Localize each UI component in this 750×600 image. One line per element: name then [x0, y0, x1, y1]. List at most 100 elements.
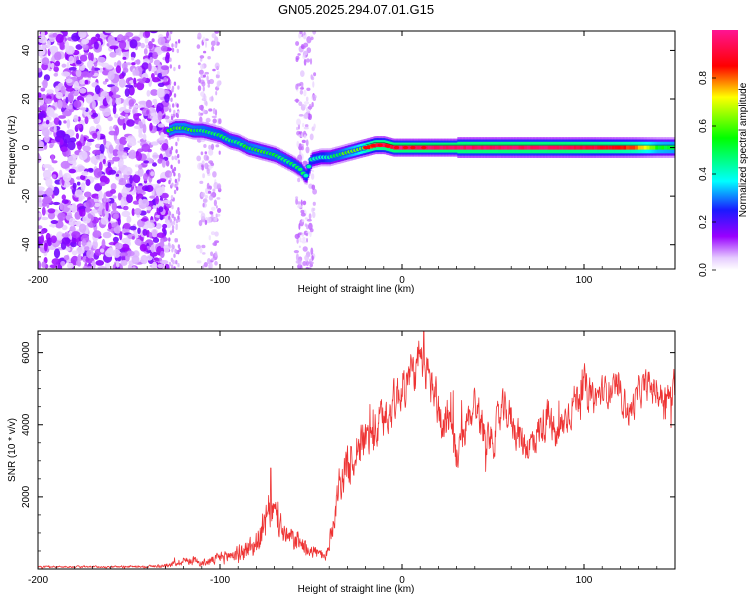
- colorbar: 0.0 0.2 0.4 0.6 0.8 Normalized spectral ampl…: [698, 30, 749, 277]
- noise-blob: [44, 98, 52, 104]
- noise-blob: [102, 158, 106, 165]
- ridge-core-segment: [550, 145, 554, 150]
- sparse-band-blob: [312, 207, 316, 212]
- noise-blob: [152, 154, 162, 158]
- noise-blob: [92, 240, 98, 250]
- noise-blob: [171, 244, 174, 249]
- noise-blob: [117, 192, 122, 201]
- noise-blob: [168, 104, 171, 109]
- noise-blob: [130, 51, 136, 59]
- snr-series-line: [38, 331, 675, 569]
- ridge-core-segment: [661, 145, 665, 150]
- noise-blob: [38, 97, 45, 106]
- noise-blob: [76, 181, 81, 186]
- noise-blob: [172, 197, 175, 202]
- noise-blob: [155, 223, 162, 230]
- noise-blob: [95, 154, 101, 160]
- noise-blob: [42, 79, 48, 89]
- noise-blob: [61, 71, 71, 77]
- noise-blob: [134, 208, 142, 215]
- noise-blob: [61, 63, 67, 68]
- noise-blob: [149, 56, 154, 64]
- snr-x-axis: -200 -100 0 100: [28, 331, 658, 586]
- noise-blob: [109, 51, 117, 58]
- colorbar-ticks: 0.0 0.2 0.4 0.6 0.8: [698, 71, 716, 277]
- noise-blob: [47, 166, 55, 172]
- sparse-band-blob: [311, 184, 316, 190]
- sparse-band-blob: [312, 188, 317, 195]
- noise-blob: [165, 54, 170, 64]
- noise-blob: [149, 219, 155, 223]
- noise-blob: [92, 132, 98, 139]
- noise-blob: [65, 87, 74, 92]
- noise-blob: [44, 242, 48, 252]
- noise-blob: [128, 140, 137, 147]
- noise-blob: [170, 257, 174, 263]
- ridge-core-segment: [605, 145, 609, 150]
- noise-blob: [65, 211, 73, 221]
- ridge-peak-spot: [384, 144, 390, 148]
- noise-blob: [138, 100, 148, 105]
- noise-blob: [55, 91, 63, 100]
- noise-blob: [164, 93, 170, 103]
- noise-blob: [89, 198, 94, 202]
- sparse-band-blob: [205, 40, 207, 48]
- noise-blob: [160, 239, 165, 248]
- noise-blob: [126, 194, 133, 204]
- noise-blob: [38, 225, 43, 230]
- sparse-band-blob: [295, 83, 299, 90]
- ridge-core-segment: [445, 145, 449, 150]
- sparse-band-blob: [199, 247, 203, 254]
- ridge-core-segment: [431, 145, 435, 150]
- sparse-band-blob: [300, 146, 304, 151]
- ridge-core-segment: [649, 145, 653, 150]
- noise-blob: [126, 215, 132, 224]
- noise-blob: [120, 259, 128, 266]
- colorbar-tick-label: 0.2: [698, 215, 709, 229]
- noise-blob: [162, 223, 168, 229]
- noise-blob: [80, 182, 86, 192]
- noise-blob: [41, 127, 50, 137]
- sparse-band-blob: [199, 116, 203, 123]
- noise-blob: [118, 181, 128, 186]
- sparse-band-blob: [306, 36, 312, 44]
- noise-blob: [81, 239, 87, 247]
- sparse-band-blob: [200, 164, 204, 168]
- sparse-band-blob: [205, 100, 208, 107]
- noise-blob: [157, 36, 166, 46]
- noise-blob: [82, 266, 88, 269]
- sparse-band-blob: [311, 102, 314, 108]
- colorbar-label: Normalized spectral amplitude: [738, 82, 749, 217]
- noise-blob: [38, 153, 41, 163]
- noise-blob: [118, 143, 124, 152]
- noise-blob: [131, 62, 136, 66]
- noise-blob: [63, 120, 67, 124]
- sparse-band-blob: [310, 173, 315, 180]
- sparse-band-blob: [311, 255, 314, 261]
- sparse-band-blob: [309, 58, 313, 65]
- ridge-peak-spot: [393, 145, 400, 150]
- sparse-band-blob: [311, 170, 315, 173]
- noise-blob: [129, 175, 134, 184]
- sparse-band-blob: [204, 151, 208, 155]
- noise-blob: [59, 169, 63, 177]
- ridge-core-segment: [399, 145, 403, 150]
- noise-blob: [92, 149, 102, 155]
- colorbar-tick-label: 0.0: [698, 263, 709, 277]
- noise-blob: [52, 174, 57, 179]
- sparse-band-blob: [300, 212, 306, 217]
- sparse-band-blob: [306, 87, 311, 92]
- noise-blob: [173, 172, 176, 177]
- noise-blob: [177, 211, 181, 216]
- noise-blob: [51, 258, 61, 265]
- ridge-core-segment: [664, 145, 668, 150]
- ridge-core-segment: [608, 145, 612, 150]
- noise-blob: [169, 218, 172, 223]
- sparse-band-blob: [208, 78, 215, 85]
- ridge-core-segment: [617, 145, 621, 150]
- sparse-band-blob: [301, 219, 305, 223]
- snr-x-label: Height of straight line (km): [298, 584, 415, 595]
- noise-blob: [172, 260, 175, 265]
- noise-blob: [131, 104, 140, 109]
- noise-blob: [115, 65, 121, 74]
